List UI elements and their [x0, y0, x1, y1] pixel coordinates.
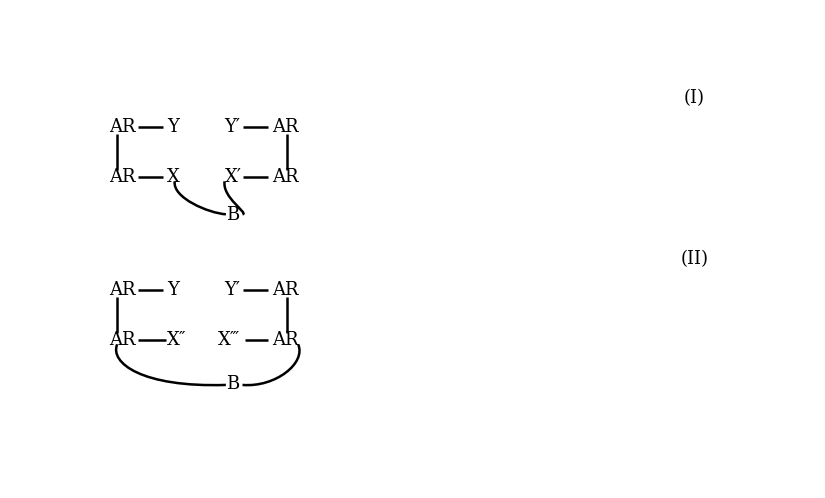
Text: AR: AR	[272, 118, 299, 136]
Text: (II): (II)	[681, 250, 709, 268]
Text: (I): (I)	[684, 89, 705, 107]
Text: Y′: Y′	[224, 118, 241, 136]
Text: AR: AR	[110, 331, 136, 349]
Text: B: B	[227, 206, 240, 224]
Text: Y′: Y′	[224, 281, 241, 299]
Text: X′: X′	[224, 168, 242, 186]
Text: AR: AR	[272, 331, 299, 349]
Text: AR: AR	[110, 168, 136, 186]
Text: X‴: X‴	[218, 331, 240, 349]
Text: AR: AR	[110, 118, 136, 136]
Text: AR: AR	[272, 168, 299, 186]
Text: AR: AR	[110, 281, 136, 299]
Text: X: X	[167, 168, 180, 186]
Text: AR: AR	[272, 281, 299, 299]
Text: Y: Y	[167, 281, 179, 299]
Text: Y: Y	[167, 118, 179, 136]
Text: B: B	[227, 375, 240, 393]
Text: X″: X″	[167, 331, 186, 349]
